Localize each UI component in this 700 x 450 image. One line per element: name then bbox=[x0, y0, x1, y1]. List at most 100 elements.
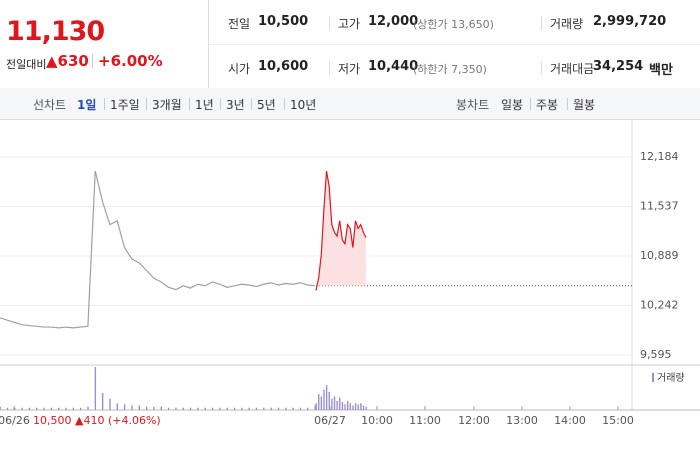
price-line bbox=[315, 170, 367, 291]
volume-bar bbox=[6, 407, 9, 410]
x-tick-label: 14:00 bbox=[554, 414, 586, 427]
volume-bar bbox=[138, 405, 140, 410]
volume-bar bbox=[131, 405, 133, 410]
stat-label: 고가 bbox=[338, 17, 361, 31]
volume-bar bbox=[94, 367, 97, 410]
volume-bar bbox=[153, 406, 155, 410]
volume-bar bbox=[360, 403, 362, 410]
divider bbox=[530, 98, 531, 110]
x-tick-label: 06/27 bbox=[314, 414, 346, 427]
candle-tab[interactable]: 월봉 bbox=[573, 98, 596, 112]
x-tick-label: 11:00 bbox=[409, 414, 441, 427]
x-tick-label: 13:00 bbox=[506, 414, 538, 427]
divider bbox=[284, 98, 285, 110]
volume-bar bbox=[233, 407, 236, 410]
price-line bbox=[0, 170, 316, 329]
volume-bar bbox=[79, 407, 82, 410]
volume-bar bbox=[357, 404, 359, 410]
volume-bar bbox=[0, 406, 1, 410]
volume-bar bbox=[87, 406, 89, 410]
stat-label: 저가 bbox=[338, 62, 361, 76]
volume-bar bbox=[43, 407, 45, 410]
volume-bar bbox=[197, 407, 199, 410]
volume-bar bbox=[219, 407, 221, 410]
volume-bar bbox=[354, 403, 357, 410]
volume-bar bbox=[365, 406, 367, 410]
volume-bar bbox=[167, 407, 170, 410]
stat-label: 전일 bbox=[228, 17, 251, 31]
volume-bar bbox=[325, 385, 328, 410]
divider bbox=[329, 61, 330, 75]
period-tab[interactable]: 10년 bbox=[290, 98, 317, 112]
volume-bar bbox=[341, 402, 344, 410]
stat-value: 12,000 bbox=[368, 14, 419, 29]
volume-bar bbox=[336, 400, 338, 410]
price: 11,130 bbox=[6, 16, 105, 47]
period-tab[interactable]: 5년 bbox=[257, 98, 276, 112]
volume-bar bbox=[292, 407, 294, 410]
period-tab[interactable]: 1년 bbox=[195, 98, 214, 112]
stat-value: 34,254 bbox=[593, 59, 644, 74]
divider bbox=[541, 16, 542, 30]
volume-bar bbox=[175, 407, 177, 410]
period-tab[interactable]: 3개월 bbox=[152, 98, 182, 112]
volume-bar bbox=[248, 407, 250, 410]
volume-bar bbox=[314, 405, 316, 410]
divider bbox=[209, 44, 700, 45]
volume-bar bbox=[123, 404, 126, 410]
volume-bar bbox=[109, 398, 111, 410]
y-tick-label: 9,595 bbox=[640, 348, 672, 361]
y-tick-label: 10,242 bbox=[640, 299, 679, 312]
candle-tab[interactable]: 주봉 bbox=[536, 98, 559, 112]
volume-bar bbox=[14, 407, 16, 410]
volume-bar bbox=[285, 407, 287, 410]
volume-bar bbox=[189, 407, 192, 410]
volume-bar bbox=[50, 407, 53, 410]
divider bbox=[541, 61, 542, 75]
period-tab[interactable]: 1주일 bbox=[110, 98, 140, 112]
volume-bar bbox=[182, 407, 184, 410]
volume-bar bbox=[349, 403, 352, 410]
volume-bar bbox=[352, 405, 354, 410]
stat-label: 거래량 bbox=[550, 17, 584, 31]
tab-label: 선차트 bbox=[33, 98, 67, 112]
divider bbox=[220, 98, 221, 110]
stat-extra: (하한가 7,350) bbox=[413, 63, 487, 76]
volume-bar bbox=[299, 407, 302, 410]
volume-bar bbox=[344, 404, 346, 410]
volume-bar bbox=[307, 407, 309, 410]
x-tick-label: 10:00 bbox=[361, 414, 393, 427]
volume-bar bbox=[315, 403, 317, 410]
volume-bar bbox=[241, 407, 243, 410]
y-tick-label: 10,889 bbox=[640, 249, 679, 262]
change-label: 전일대비 bbox=[6, 58, 47, 71]
tab-bar bbox=[0, 88, 700, 120]
stat-unit: 백만 bbox=[649, 63, 673, 78]
legend-label: 거래량 bbox=[657, 372, 685, 384]
stat-label: 시가 bbox=[228, 62, 251, 76]
volume-bar bbox=[331, 398, 333, 410]
volume-bar bbox=[362, 405, 365, 410]
volume-bar bbox=[116, 403, 119, 410]
change: ▲630 bbox=[46, 52, 89, 70]
tab-label: 봉차트 bbox=[456, 98, 490, 112]
volume-bar bbox=[346, 400, 349, 410]
candle-tab[interactable]: 일봉 bbox=[501, 98, 524, 112]
stat-value: 10,440 bbox=[368, 59, 419, 74]
divider bbox=[104, 98, 105, 110]
period-tab[interactable]: 3년 bbox=[226, 98, 245, 112]
period-tab[interactable]: 1일 bbox=[77, 98, 97, 112]
divider bbox=[329, 16, 330, 30]
divider bbox=[189, 98, 190, 110]
volume-bar bbox=[65, 407, 67, 410]
divider bbox=[251, 98, 252, 110]
volume-bar bbox=[211, 407, 214, 410]
volume-bar bbox=[58, 407, 60, 410]
divider bbox=[92, 54, 93, 68]
volume-bar bbox=[145, 406, 148, 410]
chart: 12,184 11,537 10,889 10,242 9,595 거래량 06/26 06/… bbox=[0, 120, 700, 427]
volume-bar bbox=[28, 407, 31, 410]
volume-bar bbox=[333, 396, 336, 410]
volume-bar bbox=[320, 396, 323, 410]
